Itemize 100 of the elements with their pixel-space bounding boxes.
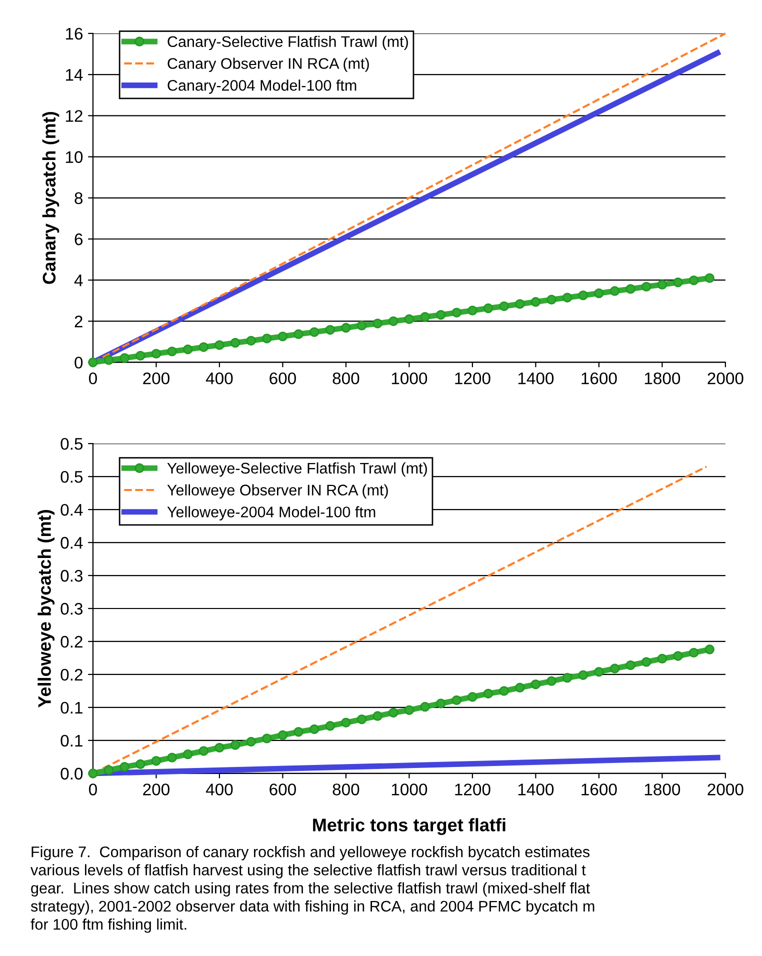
point	[388, 708, 398, 718]
x-tick-label: 1200	[455, 784, 490, 796]
point	[341, 718, 351, 728]
legend-label: Canary Observer IN RCA (mt)	[168, 58, 369, 72]
point	[642, 657, 652, 667]
point	[151, 348, 162, 359]
x-tick-label: 1000	[392, 372, 428, 384]
y-axis-title: Canary bycatch (mt)	[42, 112, 60, 284]
x-tick-label: 0	[88, 372, 97, 384]
y-tick-label: 0.0	[60, 768, 83, 780]
point	[499, 301, 509, 312]
point	[578, 670, 588, 680]
x-tick-label: 2000	[708, 784, 744, 796]
point	[120, 762, 130, 772]
x-tick-label: 0	[88, 784, 97, 796]
x-tick-label: 1800	[644, 784, 680, 796]
y-tick-label: 0.5	[60, 438, 83, 450]
point	[468, 306, 478, 316]
point	[278, 730, 288, 740]
y-tick-label: 4	[74, 274, 83, 286]
point	[167, 346, 177, 356]
x-tick-label: 1000	[392, 784, 428, 796]
point	[167, 752, 177, 762]
point	[151, 756, 162, 766]
point	[483, 688, 494, 698]
point	[594, 288, 604, 298]
point	[325, 721, 335, 731]
point	[673, 651, 683, 661]
x-tick-label: 1400	[518, 784, 554, 796]
point	[294, 726, 304, 737]
x-tick-label: 600	[270, 372, 296, 384]
caption: Figure 7. Comparison of canary rockfish and yelloweye rockfish bycatch estimates various levels of flatfish harvest using the selective flatfish trawl versus traditional t gear. Lines show catch using rates from the selective flatfish trawl (mixed-shelf flat strategy), 2001-2002 observer data with fishing in RCA, and 2004 PFMC bycatch m for 100 ftm fishing limit.	[30, 846, 594, 933]
x-tick-label: 200	[143, 784, 170, 796]
x-tick-label: 800	[332, 372, 360, 384]
point	[499, 686, 509, 696]
legend-label: Yelloweye-Selective Flatfish Trawl (mt)	[167, 462, 427, 477]
point	[88, 768, 98, 778]
x-tick-label: 400	[206, 372, 233, 384]
point	[452, 308, 462, 318]
y-tick-label: 0	[74, 356, 83, 369]
x-tick-label: 600	[270, 784, 296, 796]
point	[578, 290, 588, 300]
point	[88, 357, 98, 368]
point	[198, 342, 209, 352]
y-tick-label: 0.2	[60, 668, 82, 681]
point	[230, 338, 240, 348]
y-tick-label: 0.4	[60, 504, 83, 516]
point	[562, 292, 572, 302]
point	[262, 334, 272, 344]
point	[182, 344, 193, 354]
x-axis-title: Metric tons target flatfi	[313, 818, 506, 836]
point	[214, 742, 224, 753]
x-tick-label: 200	[143, 372, 170, 384]
point	[246, 336, 256, 346]
point	[182, 749, 193, 760]
point	[214, 340, 224, 350]
y-tick-label: 0.1	[60, 734, 82, 747]
point	[452, 695, 462, 706]
legend-label: Canary-2004 Model-100 ftm	[168, 80, 356, 94]
point	[420, 312, 430, 322]
point	[530, 679, 541, 690]
y-tick-label: 14	[66, 69, 83, 81]
x-tick-label: 2000	[708, 372, 744, 384]
y-tick-label: 0.3	[60, 602, 83, 615]
point	[562, 672, 572, 683]
point	[642, 282, 652, 292]
y-tick-label: 2	[74, 316, 82, 328]
point	[309, 327, 320, 337]
point	[657, 654, 668, 664]
point	[594, 666, 604, 677]
y-tick-label: 10	[66, 151, 83, 163]
x-tick-label: 400	[206, 784, 233, 796]
point	[198, 746, 209, 756]
point	[468, 692, 478, 702]
point	[136, 350, 146, 361]
point	[610, 286, 620, 296]
x-tick-label: 1600	[582, 372, 617, 384]
y-tick-label: 0.5	[60, 470, 83, 483]
point	[262, 734, 272, 744]
point	[309, 724, 320, 734]
point	[515, 682, 525, 693]
point	[325, 324, 335, 335]
point	[246, 736, 256, 747]
legend-label: Canary-Selective Flatfish Trawl (mt)	[168, 36, 408, 50]
y-tick-label: 0.4	[60, 536, 83, 549]
y-tick-label: 0.3	[60, 570, 83, 582]
legend-label: Yelloweye-2004 Model-100 ftm	[167, 506, 376, 520]
x-tick-label: 1800	[644, 372, 680, 384]
point	[483, 303, 494, 314]
y-axis-title: Yelloweye bycatch (mt)	[38, 510, 55, 708]
point	[388, 316, 398, 326]
y-tick-label: 8	[74, 192, 83, 204]
point	[436, 310, 446, 320]
x-tick-label: 1200	[455, 372, 490, 384]
point	[436, 698, 446, 708]
point	[294, 329, 304, 340]
point	[546, 676, 556, 686]
point	[673, 278, 683, 288]
y-tick-label: 16	[66, 28, 83, 40]
point	[688, 648, 699, 658]
